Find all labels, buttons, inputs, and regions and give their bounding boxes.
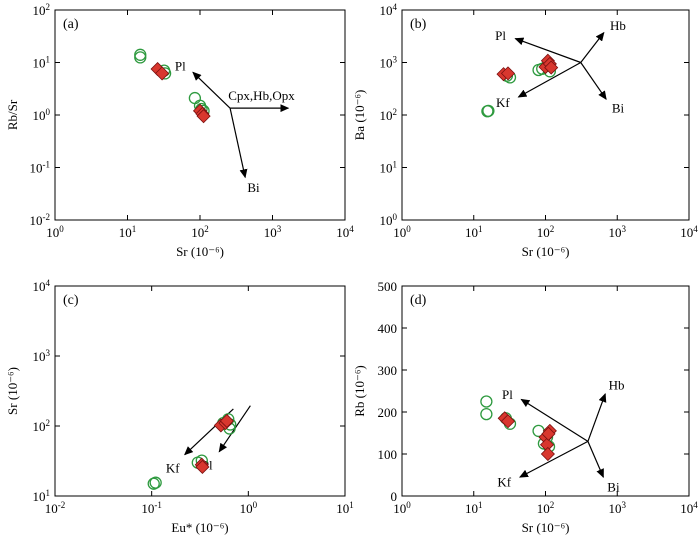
vector-label: Bi [247,180,260,195]
vector-arrow [587,441,604,479]
x-tick-label: 100 [240,500,258,516]
data-point-circle [188,91,202,105]
x-tick-label: 101 [465,500,483,516]
data-point-circle [481,105,494,118]
x-tick-label: 102 [537,500,555,516]
vector-label: Pl [175,58,186,73]
vector-label: Kf [496,95,510,110]
x-tick-label: 102 [537,224,555,240]
vector-arrow [514,37,581,64]
data-point-diamond [219,413,234,429]
y-axis-label: Ba (10⁻⁶) [352,90,367,141]
vector-arrow [587,393,607,442]
x-tick-label: 100 [393,224,411,240]
x-tick-label: 101 [336,500,354,516]
data-point-diamond [196,109,211,124]
vector-label: Pl [495,28,506,43]
vector-label: Bi [607,479,620,494]
vector-label: Pl [502,387,513,402]
y-tick-label: 500 [378,279,398,294]
x-axis-label: Eu* (10⁻⁶) [171,520,228,535]
x-axis-label: Sr (10⁻⁶) [522,244,570,259]
x-tick-label: 103 [609,500,627,516]
data-point-diamond [500,66,516,81]
panel-label: (a) [63,17,79,32]
x-tick-label: 10-2 [45,500,66,516]
plot-frame [54,285,346,497]
y-tick-label: 10-1 [30,160,51,176]
x-tick-label: 103 [264,224,282,240]
x-tick-label: 104 [680,224,698,240]
data-point-circle [147,477,160,490]
y-axis-label: Rb/Sr [5,99,20,130]
vector-arrow [517,61,582,98]
vector-label: Kf [497,475,511,490]
y-tick-label: 103 [380,55,398,71]
y-tick-label: 200 [378,405,398,420]
data-point-diamond [541,426,556,441]
data-point-circle [480,407,493,421]
y-tick-label: 100 [378,447,398,462]
y-axis-label: Rb (10⁻⁶) [352,365,367,416]
data-point-circle [480,395,493,408]
y-tick-label: 104 [380,2,398,18]
x-tick-label: 10-1 [141,500,162,516]
plot-frame [401,9,690,221]
vector-arrow [580,31,605,63]
data-point-circle [134,48,147,61]
vector-arrow [580,62,607,101]
y-axis-label: Sr (10⁻⁶) [5,367,20,415]
data-point-diamond [195,459,210,475]
panel-label: (b) [410,17,427,32]
vector-arrow [520,398,589,442]
vector-label: Bi [612,100,625,115]
x-axis-label: Sr (10⁻⁶) [176,244,224,259]
x-tick-label: 101 [119,224,137,240]
vector-label: Kf [166,461,180,476]
x-axis-label: Sr (10⁻⁶) [522,520,570,535]
y-tick-label: 300 [378,363,398,378]
x-tick-label: 103 [609,224,627,240]
panel-label: (d) [410,293,427,308]
plot-frame [401,285,690,497]
y-tick-label: 102 [33,2,51,18]
data-point-diamond [155,66,170,81]
x-tick-label: 104 [336,224,354,240]
x-tick-label: 101 [465,224,483,240]
y-tick-label: 104 [33,278,51,294]
y-tick-label: 103 [33,348,51,364]
panel-label: (c) [63,293,79,308]
y-tick-label: 100 [33,107,51,123]
vector-label: Hb [609,378,625,393]
y-tick-label: 102 [33,418,51,434]
y-tick-label: 101 [380,160,398,176]
y-tick-label: 101 [33,55,51,71]
y-tick-label: 102 [380,107,398,123]
x-tick-label: 102 [191,224,209,240]
vector-arrow [229,108,248,179]
y-tick-label: 400 [378,321,398,336]
x-tick-label: 104 [680,500,698,516]
data-point-diamond [500,414,516,429]
vector-arrow [519,440,589,478]
vector-arrow [192,71,231,109]
x-tick-label: 100 [46,224,64,240]
vector-label: Cpx,Hb,Opx [228,88,295,103]
data-point-diamond [540,446,555,462]
vector-label: Hb [610,18,626,33]
y-tick-label: 0 [391,489,398,504]
data-point-circle [134,51,147,64]
data-point-diamond [544,60,559,75]
